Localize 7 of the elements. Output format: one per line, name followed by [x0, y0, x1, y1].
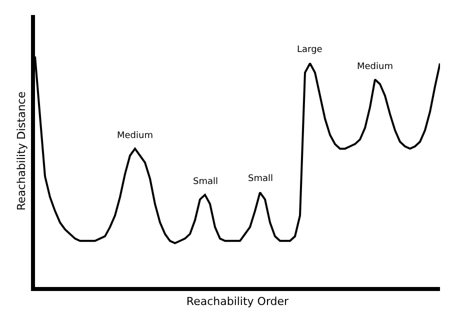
x-axis-title: Reachability Order — [186, 295, 290, 308]
annotation: Small — [193, 177, 218, 187]
y-axis-title: Reachability Distance — [15, 91, 28, 210]
annotation: Medium — [117, 131, 153, 141]
annotation: Medium — [357, 62, 393, 72]
annotation: Small — [248, 174, 273, 184]
text: Large — [297, 45, 323, 55]
